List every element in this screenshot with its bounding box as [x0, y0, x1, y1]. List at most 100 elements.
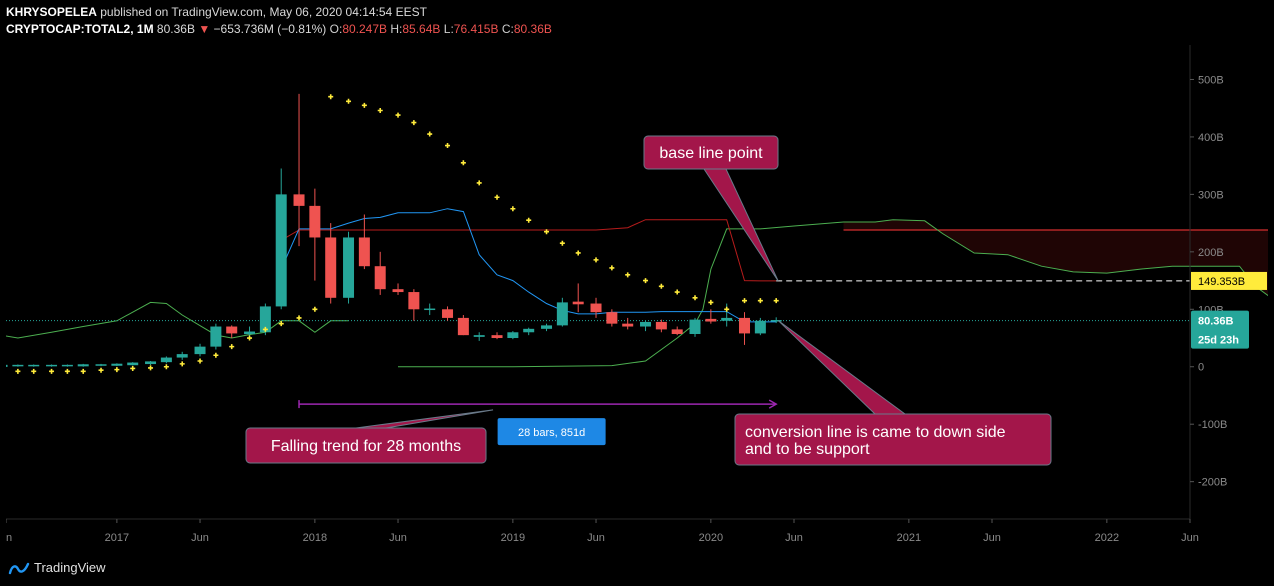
candle-body	[46, 364, 58, 367]
callout-box-falling-trend	[245, 427, 487, 464]
candle-body	[343, 237, 355, 298]
candle-body	[28, 364, 40, 367]
candle-body	[408, 292, 420, 310]
chart-area[interactable]: 28 bars, 851d base line point conversion …	[0, 45, 1274, 550]
candle-body	[541, 325, 553, 329]
y-tick-label: 0	[1198, 362, 1204, 374]
sar-point	[411, 120, 417, 126]
x-tick-label: 2022	[1095, 532, 1119, 544]
candle-body	[491, 335, 503, 339]
sar-point	[609, 265, 615, 271]
candle-body	[640, 321, 652, 327]
last-value: 80.36B	[156, 22, 195, 36]
measure-label: 28 bars, 851d	[518, 427, 585, 439]
candle-body	[392, 289, 404, 293]
sar-point	[328, 94, 334, 100]
x-tick-label: Jun	[785, 532, 803, 544]
sar-point	[130, 365, 136, 371]
candle-body	[358, 237, 370, 267]
published-text: published on TradingView.com, May 06, 20…	[100, 5, 427, 19]
candle-body	[77, 364, 89, 367]
sar-point	[64, 368, 70, 374]
sar-point	[575, 250, 581, 256]
candle-body	[754, 320, 766, 334]
candle-body	[309, 205, 321, 238]
candle-body	[160, 357, 172, 363]
x-tick-label: 2020	[699, 532, 723, 544]
candle-body	[244, 331, 256, 335]
candle-body	[457, 317, 469, 336]
close-value: 80.36B	[513, 22, 552, 36]
ohlc-line: CRYPTOCAP:TOTAL2, 1M 80.36B ▼ −653.736M …	[6, 21, 552, 38]
candle-body	[442, 309, 454, 318]
sar-point	[708, 299, 714, 305]
author-name[interactable]: KHRYSOPELEA	[6, 5, 97, 19]
sar-point	[247, 335, 253, 341]
last-price-label: 80.36B	[1198, 316, 1234, 328]
candle-body	[739, 317, 751, 334]
x-tick-label: Jun	[983, 532, 1001, 544]
sar-point	[476, 180, 482, 186]
sar-point	[229, 344, 235, 350]
x-tick-label: 2021	[897, 532, 921, 544]
candle-body	[127, 362, 139, 366]
sar-point	[179, 361, 185, 367]
sar-point	[757, 298, 763, 304]
y-tick-label: 300B	[1198, 189, 1224, 201]
ichimoku-cloud	[843, 219, 1274, 299]
callout-text-conversion-line2: and to be support	[745, 441, 870, 458]
candle-body	[622, 323, 634, 327]
candle-body	[655, 321, 667, 330]
sar-point	[346, 98, 352, 104]
candle-body	[556, 302, 568, 326]
callout-text-base-line: base line point	[659, 145, 763, 162]
sar-point	[510, 206, 516, 212]
candle-body	[145, 361, 157, 365]
x-tick-label: 2019	[501, 532, 525, 544]
chart-header: KHRYSOPELEA published on TradingView.com…	[6, 4, 552, 38]
candle-body	[111, 363, 123, 366]
high-label: H:	[390, 22, 403, 36]
candle-body	[210, 326, 222, 347]
sar-point	[658, 283, 664, 289]
sar-point	[593, 257, 599, 263]
candle-body	[424, 308, 436, 311]
chart-background	[6, 45, 1268, 550]
symbol-label[interactable]: CRYPTOCAP:TOTAL2, 1M	[6, 22, 154, 36]
y-tick-label: -200B	[1198, 477, 1227, 489]
sar-point	[460, 160, 466, 166]
sar-point	[544, 229, 550, 235]
y-tick-label: 400B	[1198, 132, 1224, 144]
level-price-tag	[1191, 271, 1267, 290]
sar-point	[395, 112, 401, 118]
sar-point	[643, 278, 649, 284]
low-value: 76.415B	[453, 22, 499, 36]
sar-point	[361, 102, 367, 108]
footer-bar: TradingView	[0, 556, 1274, 586]
tradingview-brand[interactable]: TradingView	[8, 560, 106, 575]
sar-point	[296, 315, 302, 321]
x-tick-label: Jun	[389, 532, 407, 544]
callout-box-conversion	[734, 413, 1052, 466]
sar-point	[80, 368, 86, 374]
candle-body	[473, 335, 485, 337]
sar-point	[213, 352, 219, 358]
candle-body	[293, 194, 305, 206]
base-line	[280, 219, 777, 282]
measure-label-box	[497, 418, 606, 446]
candle-body	[275, 194, 287, 307]
callout-text-falling-trend: Falling trend for 28 months	[271, 438, 461, 455]
callout-box-base-line	[643, 135, 779, 170]
y-tick-label: -100B	[1198, 419, 1227, 431]
brand-label: TradingView	[34, 560, 106, 575]
x-tick-label: Jun	[1181, 532, 1199, 544]
sar-point	[559, 240, 565, 246]
sar-point	[773, 298, 779, 304]
publish-line: KHRYSOPELEA published on TradingView.com…	[6, 4, 552, 21]
sar-point	[674, 289, 680, 295]
candle-body	[523, 328, 535, 333]
price-chart[interactable]: 28 bars, 851d base line point conversion …	[0, 45, 1274, 550]
candle-body	[770, 320, 782, 322]
level-price-label: 149.353B	[1198, 276, 1245, 288]
candle-body	[572, 301, 584, 305]
